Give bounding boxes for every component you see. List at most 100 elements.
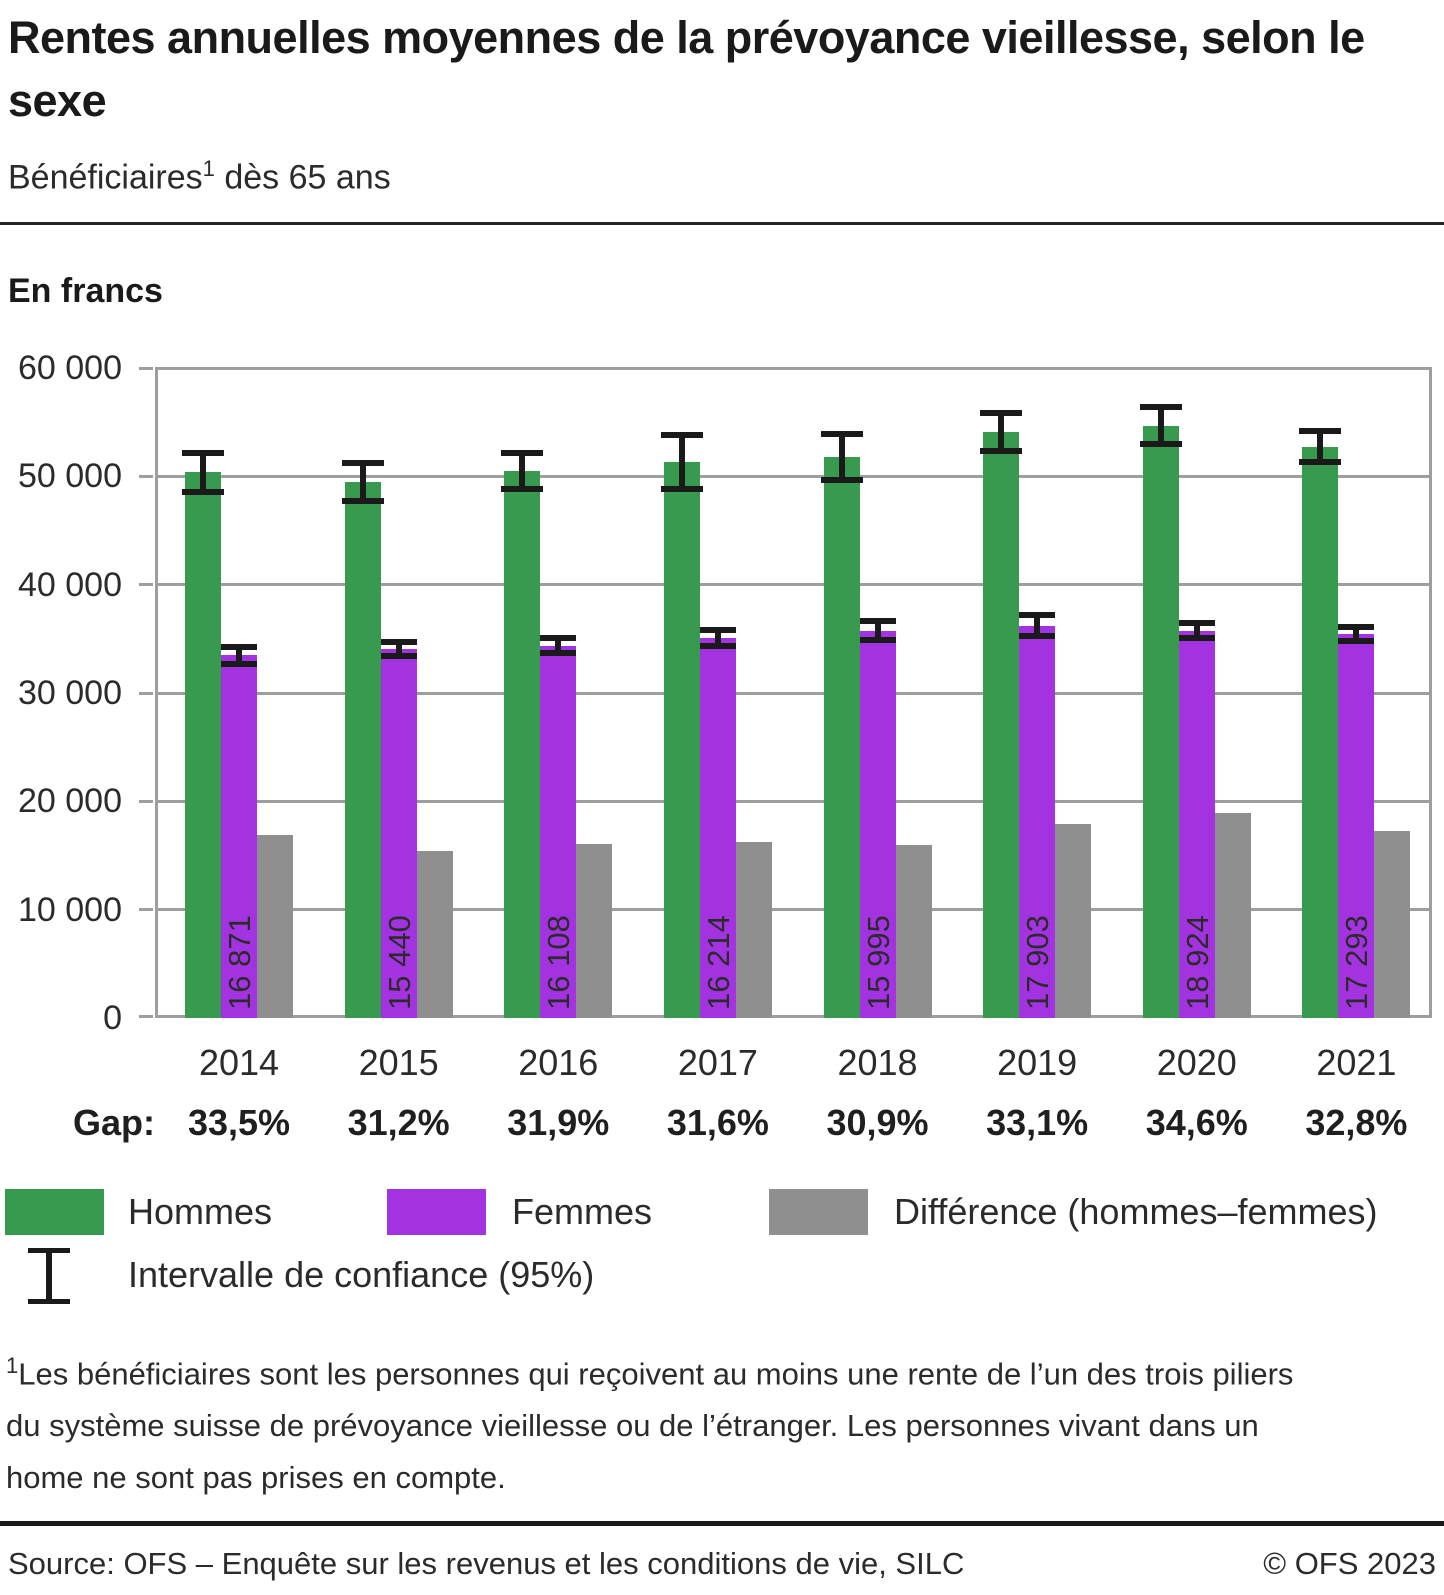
bar-diffe-rence-hommes-femmes-2015	[416, 850, 453, 1018]
ci-top-cap	[182, 450, 224, 457]
x-axis-label-2015: 2015	[358, 1042, 439, 1083]
bar-femmes-2017	[699, 637, 736, 1018]
ci-line	[678, 431, 685, 493]
y-axis-label-0: 0	[103, 999, 122, 1037]
ci-hommes-2014	[182, 450, 224, 495]
bar-hommes-2016	[504, 471, 541, 1018]
y-axis-tick-60000	[139, 366, 153, 370]
ci-line	[519, 450, 526, 492]
bar-hommes-2019	[983, 432, 1020, 1018]
ci-femmes-2015	[380, 638, 417, 660]
bar-hommes-2021	[1302, 446, 1339, 1018]
ci-bottom-cap	[820, 477, 863, 484]
bar-femmes-2015	[380, 649, 417, 1018]
gap-value-2017: 31,6%	[666, 1102, 769, 1143]
bar-hommes-2020	[1142, 425, 1179, 1018]
ci-line	[838, 431, 845, 484]
y-axis-tick-50000	[139, 474, 153, 478]
bar-hommes-2014	[185, 472, 221, 1018]
x-axis-label-2019: 2019	[997, 1042, 1078, 1083]
ci-line	[1157, 404, 1164, 447]
ci-top-cap	[1299, 428, 1342, 435]
ci-hommes-2019	[980, 410, 1023, 454]
ci-top-cap	[501, 450, 544, 457]
ci-femmes-2018	[859, 617, 896, 644]
bar-diffe-rence-hommes-femmes-2019	[1055, 824, 1092, 1018]
footer-divider	[0, 1521, 1444, 1526]
ci-bottom-cap	[1299, 459, 1342, 466]
ci-line	[359, 460, 366, 504]
x-axis-label-2018: 2018	[837, 1042, 918, 1083]
y-axis-label-60000: 60 000	[18, 349, 122, 387]
y-axis-label-30000: 30 000	[18, 674, 122, 712]
ci-top-cap	[980, 410, 1023, 417]
gap-value-2016: 31,9%	[507, 1102, 610, 1143]
bar-value-label-2016: 16 108	[541, 915, 577, 1010]
bar-diffe-rence-hommes-femmes-2016	[576, 843, 613, 1018]
ci-icon-top-cap	[28, 1248, 70, 1253]
gridline-0	[155, 1015, 1432, 1018]
bar-hommes-2015	[344, 481, 381, 1018]
bar-value-label-2020: 18 924	[1179, 915, 1215, 1010]
ci-line	[200, 450, 206, 495]
gap-row-label: Gap:	[73, 1102, 156, 1143]
bar-value-label-2015: 15 440	[381, 915, 417, 1010]
ci-bottom-cap	[660, 486, 703, 493]
gridline-60000	[155, 366, 1432, 370]
ci-bottom-cap	[221, 660, 257, 667]
gap-value-2015: 31,2%	[347, 1102, 450, 1143]
bar-femmes-2018	[859, 630, 896, 1018]
ci-femmes-2014	[221, 643, 257, 667]
ci-bottom-cap	[341, 497, 384, 504]
bar-value-label-2017: 16 214	[700, 915, 736, 1010]
y-axis-unit-label: En francs	[8, 272, 163, 310]
footnote-text: Les bénéficiaires sont les personnes qui…	[6, 1356, 1294, 1496]
legend-ci-row: Intervalle de confiance (95%)	[5, 1246, 1435, 1306]
ci-bottom-cap	[501, 485, 544, 492]
ci-top-cap	[380, 638, 417, 645]
subtitle: Bénéficiaires1 dès 65 ans	[8, 156, 1208, 197]
y-axis-label-50000: 50 000	[18, 457, 122, 496]
plot-area: 16 871 15 440 16 108 16 214 15 995 17 903 18 9…	[139, 366, 1432, 1018]
ci-top-cap	[341, 460, 384, 467]
gridline-30000	[155, 691, 1432, 695]
x-axis-label-2020: 2020	[1156, 1042, 1237, 1083]
source-text: Source: OFS – Enquête sur les revenus et…	[8, 1546, 965, 1581]
y-axis-tick-0	[139, 1015, 153, 1018]
ci-line	[1353, 623, 1360, 645]
subtitle-text-suffix: dès 65 ans	[214, 158, 391, 197]
bar-diffe-rence-hommes-femmes-2020	[1214, 813, 1251, 1018]
ci-line	[236, 643, 242, 667]
ci-line	[1193, 619, 1200, 642]
header-divider	[0, 222, 1444, 225]
bar-value-label-2021: 17 293	[1339, 915, 1375, 1010]
ci-bottom-cap	[1019, 633, 1056, 640]
gridline-20000	[155, 799, 1432, 803]
ci-bottom-cap	[540, 650, 577, 657]
bar-femmes-2020	[1178, 630, 1215, 1018]
ci-femmes-2017	[699, 626, 736, 649]
bar-diffe-rence-hommes-femmes-2014	[257, 835, 293, 1018]
bar-femmes-2019	[1019, 625, 1056, 1018]
x-axis-label-2017: 2017	[677, 1042, 758, 1083]
gridline-10000	[155, 908, 1432, 912]
bar-value-label-2014: 16 871	[222, 915, 257, 1010]
bar-diffe-rence-hommes-femmes-2018	[895, 844, 932, 1018]
y-axis-spine	[155, 368, 158, 1018]
ci-top-cap	[820, 431, 863, 438]
ci-top-cap	[1178, 619, 1215, 626]
x-axis-label-2016: 2016	[518, 1042, 599, 1083]
page-title: Rentes annuelles moyennes de la prévoyan…	[8, 12, 1365, 126]
gridline-40000	[155, 583, 1432, 587]
ci-top-cap	[1338, 623, 1375, 630]
bar-femmes-2021	[1338, 634, 1375, 1018]
x-axis-label-2021: 2021	[1316, 1042, 1397, 1083]
ci-top-cap	[1019, 612, 1056, 619]
ci-icon-bottom-cap	[28, 1299, 70, 1304]
ci-top-cap	[859, 617, 896, 624]
y-axis-tick-10000	[139, 908, 153, 912]
ci-hommes-2021	[1299, 428, 1342, 466]
gap-value-2021: 32,8%	[1305, 1102, 1408, 1143]
bar-diffe-rence-hommes-femmes-2021	[1374, 830, 1411, 1018]
footnote-mark: 1	[6, 1353, 19, 1378]
